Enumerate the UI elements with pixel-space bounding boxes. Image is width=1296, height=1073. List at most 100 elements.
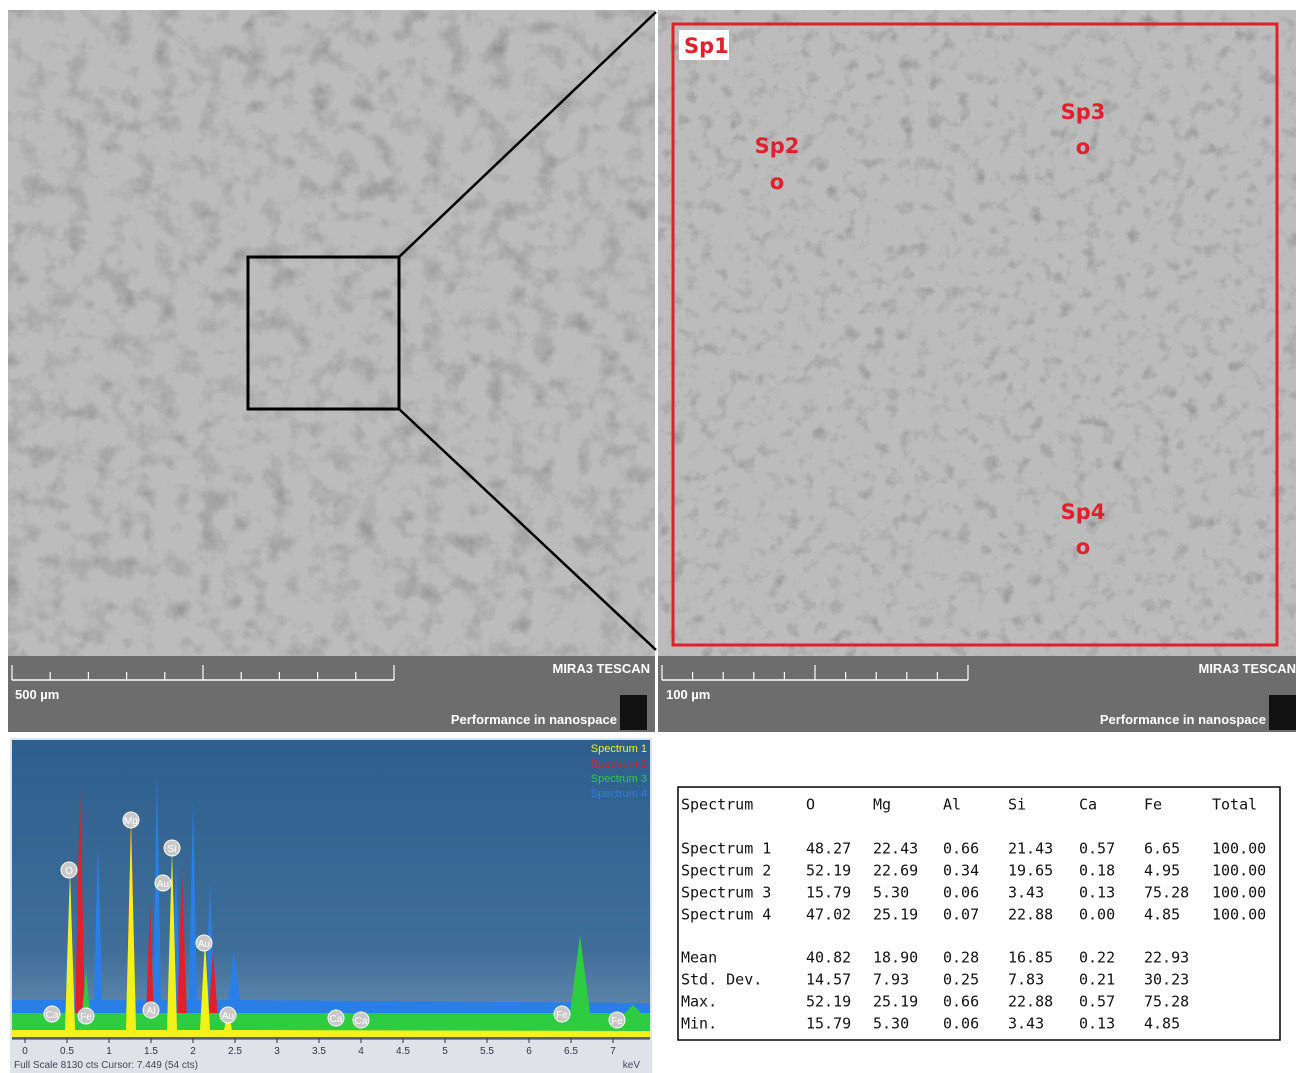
legend-entry: Spectrum 4 bbox=[591, 788, 647, 800]
table-cell: 0.34 bbox=[943, 862, 979, 880]
table-cell: Std. Dev. bbox=[681, 971, 762, 989]
table-cell: 48.27 bbox=[806, 840, 851, 858]
peak-label: Au bbox=[198, 939, 210, 950]
x-tick-label: 0 bbox=[22, 1046, 28, 1057]
x-tick-label: 5.5 bbox=[480, 1046, 494, 1057]
spectrum-plot bbox=[12, 740, 650, 1040]
table-cell: 21.43 bbox=[1008, 840, 1053, 858]
peak-label: Ca bbox=[330, 1014, 343, 1025]
table-cell: 100.00 bbox=[1212, 906, 1266, 924]
logo bbox=[620, 695, 647, 730]
table-cell: 5.30 bbox=[873, 1015, 909, 1033]
spot-marker: o bbox=[770, 170, 784, 194]
peak-label: Fe bbox=[80, 1012, 92, 1023]
table-cell: 75.28 bbox=[1144, 993, 1189, 1011]
table-cell: 5.30 bbox=[873, 884, 909, 902]
scale-label: 500 µm bbox=[15, 687, 59, 702]
x-tick-label: 7 bbox=[610, 1046, 616, 1057]
x-tick-label: 2 bbox=[190, 1046, 196, 1057]
spot-label: Sp2 bbox=[755, 134, 800, 158]
table-cell: 52.19 bbox=[806, 993, 851, 1011]
peak-label: O bbox=[65, 866, 73, 877]
spot-label: Sp1 bbox=[684, 34, 729, 58]
brand: MIRA3 TESCAN bbox=[1198, 661, 1296, 676]
table-cell: 0.25 bbox=[943, 971, 979, 989]
table-cell: 22.69 bbox=[873, 862, 918, 880]
peak-label: Au bbox=[157, 879, 169, 890]
x-tick-label: 1 bbox=[106, 1046, 112, 1057]
x-tick-label: 5 bbox=[442, 1046, 448, 1057]
table-cell: 0.66 bbox=[943, 840, 979, 858]
figure: 500 µm MIRA3 TESCAN Performance in nanos… bbox=[0, 0, 1296, 1073]
table-cell: 18.90 bbox=[873, 949, 918, 967]
table-cell: 4.85 bbox=[1144, 1015, 1180, 1033]
x-tick-label: 4.5 bbox=[396, 1046, 410, 1057]
x-tick-label: 6.5 bbox=[564, 1046, 578, 1057]
peak-label: Si bbox=[168, 844, 177, 855]
table-cell: 0.57 bbox=[1079, 993, 1115, 1011]
table-cell: 0.57 bbox=[1079, 840, 1115, 858]
table-cell: 16.85 bbox=[1008, 949, 1053, 967]
table-header: Total bbox=[1212, 796, 1257, 814]
table-header: Spectrum bbox=[681, 796, 753, 814]
table-cell: 4.85 bbox=[1144, 906, 1180, 924]
table-cell: 0.22 bbox=[1079, 949, 1115, 967]
x-tick-label: 4 bbox=[358, 1046, 364, 1057]
peak-label: Ca bbox=[355, 1016, 368, 1027]
table-cell: 15.79 bbox=[806, 1015, 851, 1033]
table-cell: 6.65 bbox=[1144, 840, 1180, 858]
table-header: Ca bbox=[1079, 796, 1097, 814]
x-tick-label: 2.5 bbox=[228, 1046, 242, 1057]
table-cell: Spectrum 3 bbox=[681, 884, 771, 902]
table-cell: Spectrum 2 bbox=[681, 862, 771, 880]
table-cell: 0.07 bbox=[943, 906, 979, 924]
legend-entry: Spectrum 2 bbox=[591, 758, 647, 770]
table-cell: 25.19 bbox=[873, 993, 918, 1011]
table-header: Fe bbox=[1144, 796, 1162, 814]
sem-right: 100 µm MIRA3 TESCAN Performance in nanos… bbox=[658, 10, 1296, 732]
legend-entry: Spectrum 3 bbox=[591, 773, 647, 785]
peak-label: Fe bbox=[556, 1010, 568, 1021]
table-cell: 100.00 bbox=[1212, 884, 1266, 902]
table-cell: Min. bbox=[681, 1015, 717, 1033]
x-tick-label: 0.5 bbox=[60, 1046, 74, 1057]
table-cell: 14.57 bbox=[806, 971, 851, 989]
sem-texture bbox=[658, 10, 1296, 656]
x-tick-label: 3.5 bbox=[312, 1046, 326, 1057]
table-cell: 0.28 bbox=[943, 949, 979, 967]
table-cell: 25.19 bbox=[873, 906, 918, 924]
spot-marker: o bbox=[1076, 135, 1090, 159]
table-cell: 19.65 bbox=[1008, 862, 1053, 880]
table-cell: 0.00 bbox=[1079, 906, 1115, 924]
x-tick-label: 6 bbox=[526, 1046, 532, 1057]
table-cell: 22.93 bbox=[1144, 949, 1189, 967]
footer: Full Scale 8130 cts Cursor: 7.449 (54 ct… bbox=[14, 1060, 198, 1071]
table-cell: 22.43 bbox=[873, 840, 918, 858]
table-cell: Max. bbox=[681, 993, 717, 1011]
table-cell: 100.00 bbox=[1212, 840, 1266, 858]
table-cell: 7.93 bbox=[873, 971, 909, 989]
table-cell: 30.23 bbox=[1144, 971, 1189, 989]
table-cell: 22.88 bbox=[1008, 906, 1053, 924]
x-tick-label: 3 bbox=[274, 1046, 280, 1057]
table-cell: 0.66 bbox=[943, 993, 979, 1011]
slogan: Performance in nanospace bbox=[1100, 712, 1266, 727]
x-tick-label: 1.5 bbox=[144, 1046, 158, 1057]
table-cell: 0.18 bbox=[1079, 862, 1115, 880]
table-cell: 0.13 bbox=[1079, 884, 1115, 902]
spot-label: Sp4 bbox=[1061, 500, 1106, 524]
table-cell: Spectrum 1 bbox=[681, 840, 771, 858]
x-unit: keV bbox=[623, 1060, 641, 1071]
table-cell: 0.13 bbox=[1079, 1015, 1115, 1033]
legend-entry: Spectrum 1 bbox=[591, 743, 647, 755]
table-header: Si bbox=[1008, 796, 1026, 814]
table-cell: 7.83 bbox=[1008, 971, 1044, 989]
table-cell: 100.00 bbox=[1212, 862, 1266, 880]
spot-label: Sp3 bbox=[1061, 100, 1106, 124]
peak-label: Al bbox=[147, 1006, 156, 1017]
spot-marker: o bbox=[1076, 535, 1090, 559]
peak-label: Au bbox=[222, 1011, 234, 1022]
table-cell: 40.82 bbox=[806, 949, 851, 967]
table-cell: 75.28 bbox=[1144, 884, 1189, 902]
